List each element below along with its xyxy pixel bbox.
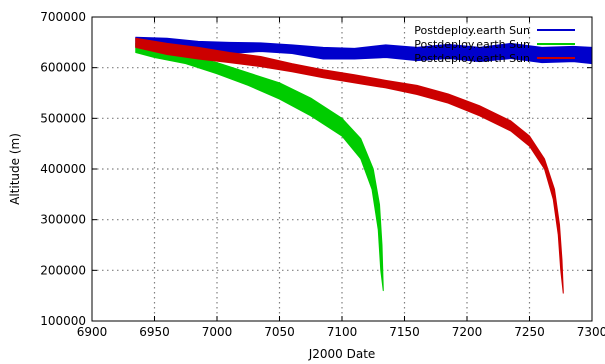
x-tick-label: 6950 [139, 325, 170, 339]
series-band-2 [135, 42, 384, 292]
x-tick-label: 7150 [389, 325, 420, 339]
y-tick-label: 100000 [40, 314, 86, 328]
x-tick-label: 7250 [514, 325, 545, 339]
legend-label: Postdeploy.earth Sun [414, 52, 530, 65]
x-tick-label: 7050 [264, 325, 295, 339]
y-tick-label: 200000 [40, 263, 86, 277]
legend-label: Postdeploy.earth Sun [414, 24, 530, 37]
y-tick-label: 500000 [40, 111, 86, 125]
x-tick-label: 7200 [452, 325, 483, 339]
y-tick-label: 600000 [40, 61, 86, 75]
series-band-3 [135, 37, 564, 294]
axis-ticks: 6900 6950 7000 7050 7100 7150 7200 7250 7300 1000… [40, 10, 605, 339]
legend-label: Postdeploy.earth Sun [414, 38, 530, 51]
x-tick-label: 6900 [77, 325, 108, 339]
x-axis-title: J2000 Date [308, 347, 376, 361]
x-tick-label: 7000 [202, 325, 233, 339]
x-tick-label: 7300 [577, 325, 605, 339]
y-tick-label: 700000 [40, 10, 86, 24]
y-tick-label: 300000 [40, 213, 86, 227]
series-layer [135, 36, 593, 294]
x-tick-label: 7100 [327, 325, 358, 339]
y-axis-title: Altitude (m) [8, 133, 22, 205]
y-tick-label: 400000 [40, 162, 86, 176]
